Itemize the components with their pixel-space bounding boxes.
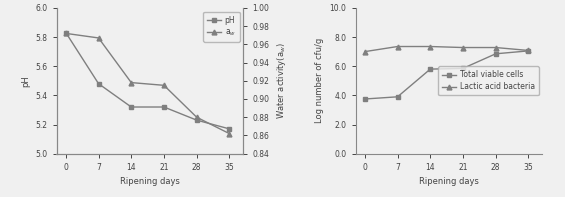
Lactic acid bacteria: [525, 49, 532, 52]
Legend: pH, a$_w$: pH, a$_w$: [203, 12, 240, 42]
a$_w$: [63, 32, 69, 35]
Lactic acid bacteria: [427, 45, 434, 48]
pH: [160, 106, 167, 108]
Lactic acid bacteria: [362, 50, 368, 53]
Legend: Total viable cells, Lactic acid bacteria: Total viable cells, Lactic acid bacteria: [438, 66, 538, 95]
Total viable cells: [525, 50, 532, 52]
a$_w$: [193, 116, 200, 118]
Lactic acid bacteria: [394, 45, 401, 48]
Total viable cells: [459, 67, 466, 70]
a$_w$: [226, 132, 233, 135]
pH: [128, 106, 134, 108]
Line: pH: pH: [63, 30, 232, 131]
pH: [226, 128, 233, 130]
X-axis label: Ripening days: Ripening days: [120, 177, 180, 186]
Y-axis label: pH: pH: [21, 75, 30, 87]
a$_w$: [160, 84, 167, 86]
pH: [63, 32, 69, 34]
Total viable cells: [427, 68, 434, 70]
pH: [193, 119, 200, 121]
Line: Total viable cells: Total viable cells: [362, 48, 531, 101]
Total viable cells: [492, 53, 499, 55]
Total viable cells: [362, 98, 368, 100]
a$_w$: [95, 37, 102, 39]
Line: Lactic acid bacteria: Lactic acid bacteria: [362, 44, 531, 54]
pH: [95, 83, 102, 85]
Lactic acid bacteria: [459, 46, 466, 49]
X-axis label: Ripening days: Ripening days: [419, 177, 479, 186]
Y-axis label: Water activity(a$_w$): Water activity(a$_w$): [275, 42, 288, 119]
Lactic acid bacteria: [492, 46, 499, 49]
Y-axis label: Log number of cfu/g: Log number of cfu/g: [315, 38, 324, 123]
Line: a$_w$: a$_w$: [63, 31, 232, 136]
Total viable cells: [394, 96, 401, 98]
a$_w$: [128, 81, 134, 84]
